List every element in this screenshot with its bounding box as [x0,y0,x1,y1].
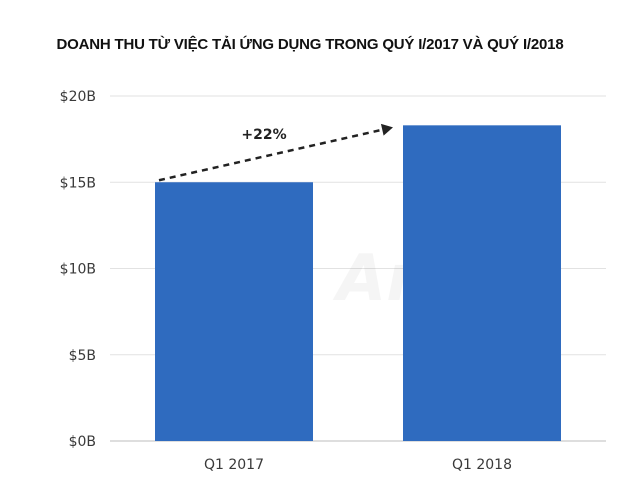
bars [155,125,561,441]
x-tick-label: Q1 2018 [452,457,512,473]
x-tick-label: Q1 2017 [204,457,264,473]
bar [155,182,313,441]
growth-label: +22% [241,127,286,143]
growth-arrow-line [158,126,394,182]
chart-title: DOANH THU TỪ VIỆC TẢI ỨNG DỤNG TRONG QUÝ… [56,36,564,53]
x-axis-ticks: Q1 2017 Q1 2018 [204,457,512,473]
y-axis-ticks: $0B $5B $10B $15B $20B [60,89,96,450]
growth-annotation: +22% [158,123,394,182]
y-tick-label: $15B [60,175,96,191]
y-tick-label: $10B [60,262,96,278]
arrowhead-icon [380,123,393,136]
y-tick-label: $20B [60,89,96,105]
bar [403,125,561,441]
y-tick-label: $5B [69,348,96,364]
y-tick-label: $0B [69,434,96,450]
